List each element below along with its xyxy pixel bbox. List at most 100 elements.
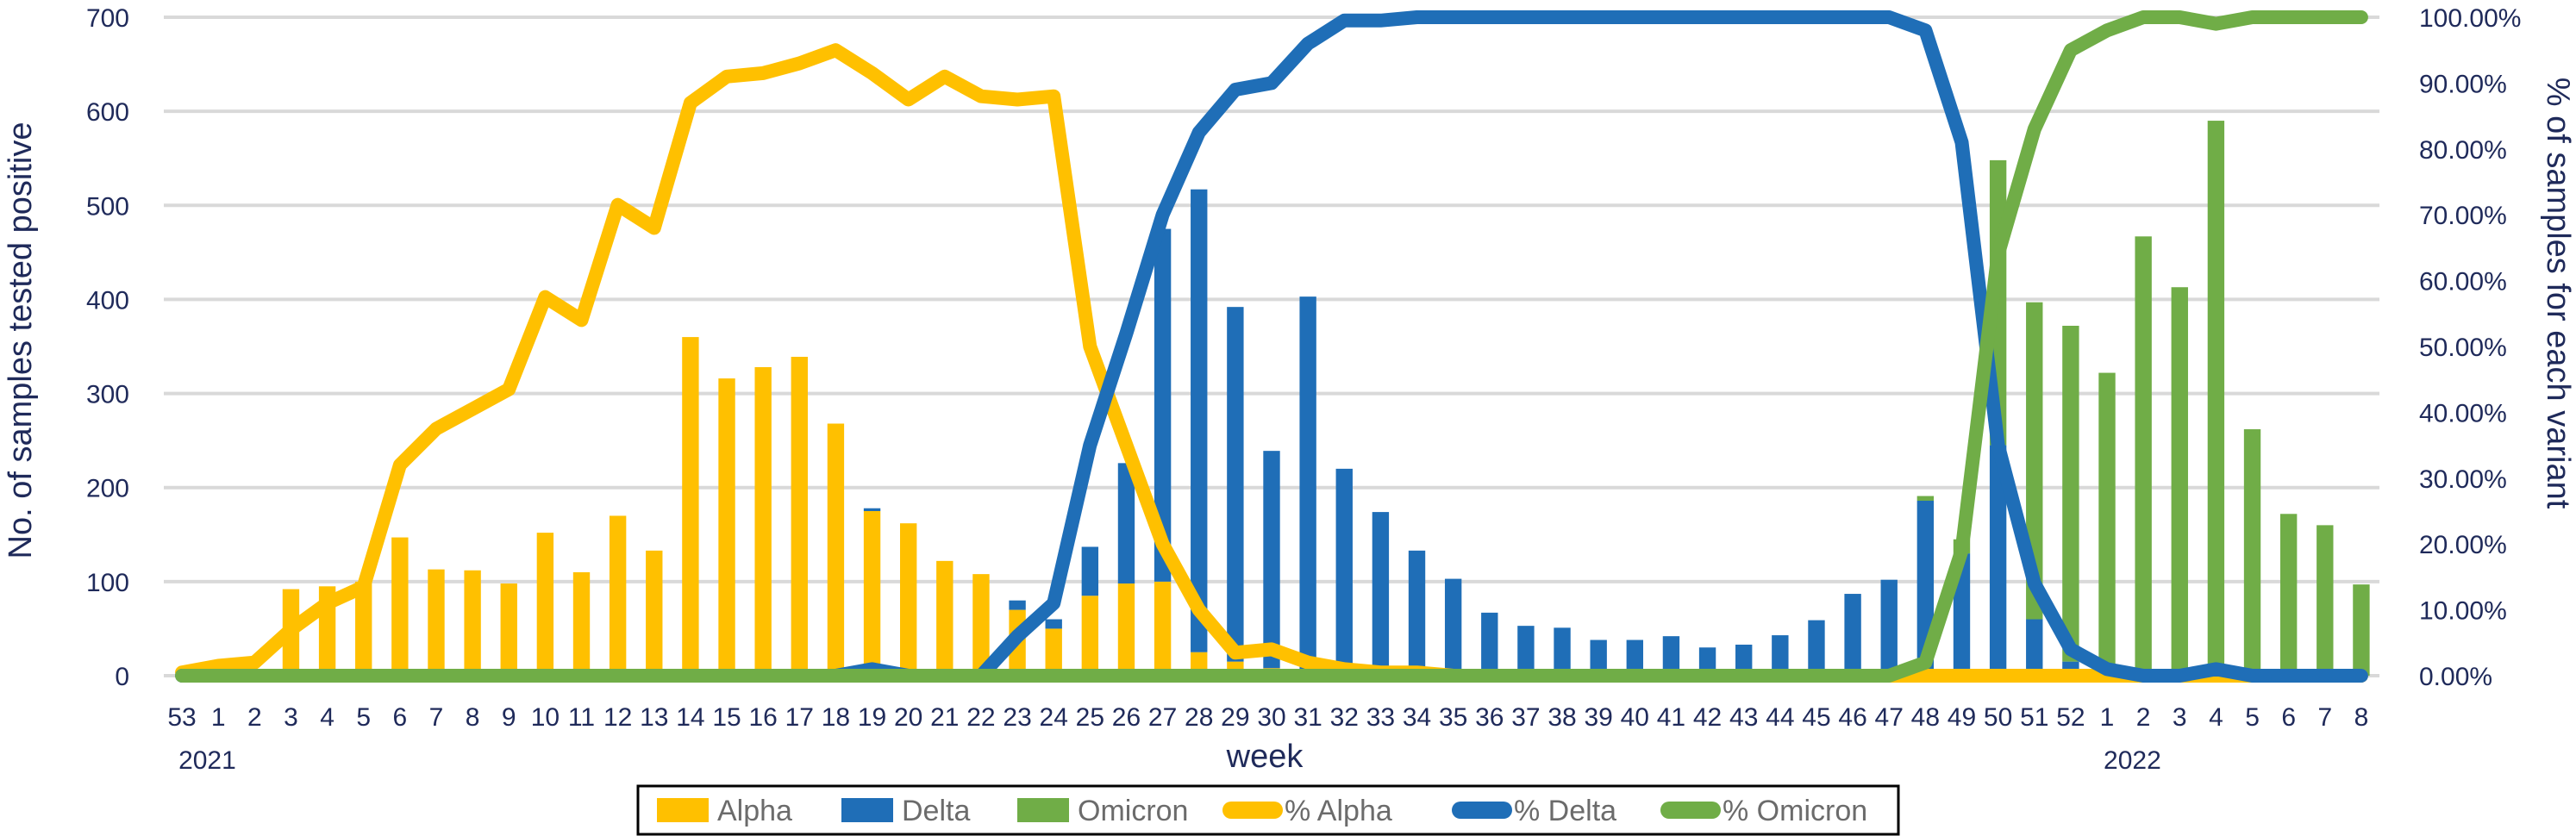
x-tick-label: 1 <box>211 703 226 732</box>
x-tick-label: 44 <box>1766 703 1794 732</box>
bar-delta <box>1554 627 1571 676</box>
x-tick-label: 1 <box>2100 703 2115 732</box>
x-tick-label: 46 <box>1838 703 1866 732</box>
bar-delta <box>1844 594 1861 676</box>
legend-swatch-delta <box>841 798 893 822</box>
y2-tick-label: 30.00% <box>2419 465 2507 494</box>
y2-tick-label: 40.00% <box>2419 399 2507 427</box>
y-tick-label: 700 <box>86 4 129 33</box>
x-tick-label: 30 <box>1257 703 1285 732</box>
x-tick-label: 7 <box>429 703 444 732</box>
bar-omicron <box>1916 496 1935 501</box>
x-tick-label: 6 <box>2281 703 2296 732</box>
bar-alpha <box>464 570 481 676</box>
x-tick-label: 7 <box>2317 703 2332 732</box>
x-tick-label: 25 <box>1076 703 1104 732</box>
year-label: 2021 <box>178 746 236 775</box>
bar-delta <box>1626 639 1644 676</box>
line-series-group <box>175 10 2368 683</box>
bar-delta <box>1045 619 1062 629</box>
bar-delta <box>1009 600 1026 610</box>
x-tick-label: 32 <box>1330 703 1359 732</box>
bar-omicron <box>2207 121 2225 677</box>
x-tick-label: 31 <box>1293 703 1322 732</box>
x-tick-label: 28 <box>1185 703 1213 732</box>
x-tick-label: 8 <box>466 703 480 732</box>
bar-delta <box>1735 644 1753 676</box>
x-tick-label: 47 <box>1875 703 1904 732</box>
bar-series-group <box>282 121 2370 677</box>
bar-delta <box>1698 647 1716 676</box>
x-tick-label: 51 <box>2020 703 2048 732</box>
x-tick-label: 11 <box>568 703 595 732</box>
y-tick-label: 200 <box>86 475 129 503</box>
y2-tick-label: 50.00% <box>2419 334 2507 362</box>
bar-alpha <box>936 560 953 676</box>
x-tick-label: 3 <box>2173 703 2187 732</box>
x-tick-label: 26 <box>1112 703 1141 732</box>
bar-omicron <box>2279 514 2298 676</box>
bar-omicron <box>2098 372 2116 676</box>
bar-alpha <box>646 550 663 676</box>
bar-delta <box>1444 578 1462 676</box>
y-axis-ticks: 0 100 200 300 400 500 600 700 <box>86 4 129 691</box>
y2-tick-label: 90.00% <box>2419 70 2507 98</box>
y-tick-label: 100 <box>86 569 129 597</box>
bar-delta <box>1772 635 1789 676</box>
legend-swatch-alpha <box>657 798 709 822</box>
bar-alpha <box>609 515 627 676</box>
bar-omicron <box>2062 325 2079 662</box>
x-tick-label: 4 <box>320 703 335 732</box>
year-label: 2022 <box>2104 746 2161 775</box>
x-tick-label: 38 <box>1547 703 1576 732</box>
bar-alpha <box>572 571 591 676</box>
x-tick-label: 43 <box>1729 703 1758 732</box>
bar-alpha <box>718 378 735 676</box>
year-labels: 2021 2022 <box>178 746 2161 775</box>
bar-alpha <box>1117 583 1135 676</box>
bar-alpha <box>899 523 917 676</box>
bar-delta <box>1154 228 1172 582</box>
x-tick-label: 2 <box>247 703 262 732</box>
x-tick-label: 5 <box>2245 703 2260 732</box>
y-tick-label: 500 <box>86 192 129 221</box>
bar-alpha <box>391 537 409 676</box>
bar-alpha <box>500 583 517 676</box>
x-tick-label: 18 <box>822 703 850 732</box>
x-axis-label: week <box>1226 739 1304 775</box>
line-pct-alpha <box>175 43 2368 683</box>
bar-omicron <box>2135 236 2152 676</box>
bar-delta <box>1880 579 1898 676</box>
bar-omicron <box>2026 302 2043 620</box>
x-tick-label: 3 <box>284 703 298 732</box>
bar-omicron <box>2243 429 2261 676</box>
x-tick-label: 35 <box>1439 703 1467 732</box>
bar-alpha <box>827 423 845 676</box>
x-tick-label: 20 <box>894 703 922 732</box>
x-axis-ticks: 53 1 2 3 4 5 6 7 8 9 10 11 12 13 14 15 16 17 18 19 20 21 22 23 2… <box>167 703 2368 732</box>
legend-label: % Delta <box>1514 795 1616 827</box>
x-tick-label: 13 <box>640 703 668 732</box>
y-tick-label: 400 <box>86 286 129 315</box>
line-pct-omicron <box>175 10 2368 683</box>
legend-label: Alpha <box>717 795 792 827</box>
x-tick-label: 40 <box>1621 703 1649 732</box>
bar-delta <box>1808 620 1825 676</box>
bar-delta <box>1299 296 1316 673</box>
x-tick-label: 17 <box>785 703 814 732</box>
y2-tick-label: 10.00% <box>2419 597 2507 626</box>
y2-tick-label: 100.00% <box>2419 4 2521 33</box>
legend-label: Delta <box>902 795 970 827</box>
bar-alpha <box>863 511 881 676</box>
bar-omicron <box>2317 525 2334 676</box>
legend: Alpha Delta Omicron % Alpha % Delta % Omicron <box>636 784 1900 836</box>
x-tick-label: 12 <box>603 703 632 732</box>
legend-label: % Omicron <box>1723 795 1867 827</box>
bar-alpha <box>355 581 372 676</box>
bar-delta <box>1081 546 1099 596</box>
x-tick-label: 19 <box>858 703 886 732</box>
y2-tick-label: 20.00% <box>2419 531 2507 559</box>
bar-alpha <box>1154 581 1172 676</box>
bar-alpha <box>1081 596 1099 676</box>
